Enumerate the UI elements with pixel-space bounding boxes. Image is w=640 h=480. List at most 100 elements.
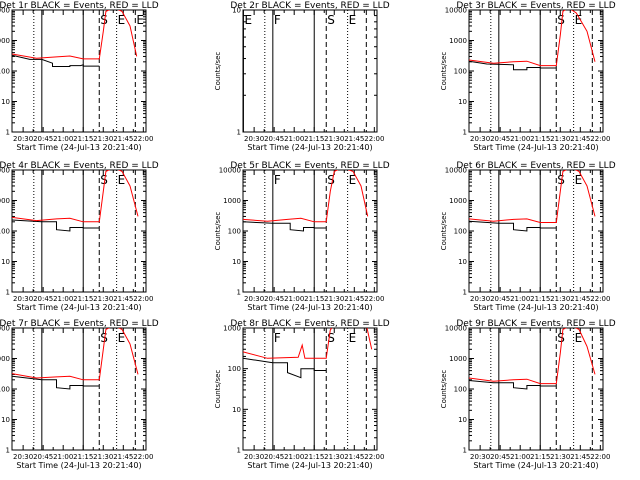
chart-title: Det 5r BLACK = Events, RED = LLD	[230, 161, 389, 171]
x-tick-label: 20:45	[33, 295, 53, 303]
x-tick-label: 21:45	[113, 295, 133, 303]
y-axis-title: Counts/sec	[214, 212, 222, 251]
plot-frame	[242, 169, 378, 293]
x-tick-label: 21:00	[284, 453, 304, 461]
x-tick-label: 20:30	[470, 453, 490, 461]
x-axis-title: Start Time (24-Jul-13 20:21:40)	[16, 461, 141, 470]
y-tick-label: 1000	[449, 197, 467, 205]
y-tick-label: 10	[232, 258, 241, 266]
x-tick-label: 22:00	[133, 135, 153, 143]
x-axis-title: Start Time (24-Jul-13 20:21:40)	[473, 303, 598, 312]
x-tick-label: 22:00	[133, 295, 153, 303]
x-tick-label: 21:30	[324, 295, 344, 303]
y-tick-label: 100	[454, 228, 467, 236]
plot-frame	[11, 169, 147, 293]
x-tick-label: 21:30	[324, 135, 344, 143]
marker-letter: S	[557, 331, 565, 345]
x-axis-title: Start Time (24-Jul-13 20:21:40)	[247, 303, 372, 312]
marker-letter: E	[349, 173, 357, 187]
series-line-lld	[469, 170, 596, 223]
y-tick-label: 1	[6, 129, 10, 137]
chart-panel-7: Det 7r BLACK = Events, RED = LLD 1 10 100 10…	[0, 319, 159, 470]
x-tick-label: 21:30	[550, 295, 570, 303]
marker-letter: F	[274, 331, 281, 345]
x-tick-label: 20:30	[13, 453, 33, 461]
series-line-lld	[243, 170, 369, 223]
x-axis-title: Start Time (24-Jul-13 20:21:40)	[473, 143, 598, 152]
y-tick-label: 1	[6, 447, 10, 455]
y-tick-label: 1000	[223, 325, 241, 333]
x-tick-label: 21:30	[550, 135, 570, 143]
chart-panel-9: Det 9r BLACK = Events, RED = LLD 1 10 100 10…	[440, 319, 616, 470]
y-tick-label: 1000	[449, 37, 467, 45]
y-tick-label: 1000	[223, 197, 241, 205]
x-tick-label: 21:30	[93, 135, 113, 143]
x-tick-label: 22:00	[364, 135, 384, 143]
series-line-lld	[12, 10, 138, 60]
y-tick-label: 1000	[449, 355, 467, 363]
x-tick-label: 21:45	[113, 135, 133, 143]
x-axis-title: Start Time (24-Jul-13 20:21:40)	[473, 461, 598, 470]
chart-panel-1: Det 1r BLACK = Events, RED = LLD 1 10 100 10…	[0, 1, 159, 152]
x-tick-label: 21:45	[570, 453, 590, 461]
marker-letter: S	[557, 173, 565, 187]
x-tick-label: 20:45	[33, 453, 53, 461]
plot-frame	[242, 327, 378, 451]
series-line-events	[469, 380, 557, 390]
series-line-events	[12, 54, 100, 67]
plot-frame	[468, 169, 604, 293]
y-tick-label: 10000	[445, 7, 467, 15]
chart-title: Det 7r BLACK = Events, RED = LLD	[0, 319, 159, 329]
y-tick-label: 10	[1, 416, 10, 424]
series-line-events	[469, 60, 557, 71]
marker-letter: E	[136, 13, 144, 27]
x-tick-label: 20:30	[13, 135, 33, 143]
y-tick-label: 10	[1, 98, 10, 106]
y-tick-label: 10000	[445, 325, 467, 333]
series-line-lld	[12, 328, 139, 381]
y-tick-label: 1	[237, 129, 241, 137]
x-tick-label: 20:45	[490, 295, 510, 303]
series-line-lld	[12, 170, 139, 223]
marker-letter: S	[327, 13, 335, 27]
x-tick-label: 21:45	[570, 295, 590, 303]
y-tick-label: 1	[463, 129, 467, 137]
x-axis-title: Start Time (24-Jul-13 20:21:40)	[16, 303, 141, 312]
x-tick-label: 21:45	[344, 135, 364, 143]
x-tick-label: 21:15	[73, 135, 93, 143]
marker-letter: F	[274, 13, 281, 27]
marker-letter: S	[557, 13, 565, 27]
x-tick-label: 21:30	[93, 453, 113, 461]
y-tick-label: 1000	[0, 37, 10, 45]
x-tick-label: 21:00	[284, 135, 304, 143]
chart-title: Det 8r BLACK = Events, RED = LLD	[230, 319, 389, 329]
series-line-lld	[469, 10, 596, 67]
x-tick-label: 21:45	[570, 135, 590, 143]
chart-panel-5: Det 5r BLACK = Events, RED = LLD 1 10 100 10…	[214, 161, 390, 312]
x-tick-label: 20:45	[490, 453, 510, 461]
marker-letter: S	[100, 331, 108, 345]
chart-panel-8: Det 8r BLACK = Events, RED = LLD 1 10 100 10…	[214, 319, 390, 470]
marker-letter: E	[575, 173, 583, 187]
x-tick-label: 22:00	[364, 295, 384, 303]
x-tick-label: 22:00	[133, 453, 153, 461]
plot-frame	[242, 9, 378, 133]
series-line-events	[243, 357, 327, 379]
x-tick-label: 21:15	[73, 453, 93, 461]
marker-letter: S	[100, 13, 108, 27]
marker-letter: S	[327, 173, 335, 187]
marker-letter: S	[100, 173, 108, 187]
x-tick-label: 21:15	[304, 295, 324, 303]
x-tick-label: 20:30	[470, 295, 490, 303]
y-axis-title: Counts/sec	[440, 52, 448, 91]
y-tick-label: 10	[232, 406, 241, 414]
chart-panel-3: Det 3r BLACK = Events, RED = LLD 1 10 100 10…	[440, 1, 616, 152]
x-tick-label: 21:15	[530, 135, 550, 143]
y-axis-title: Counts/sec	[440, 370, 448, 409]
x-tick-label: 21:45	[344, 453, 364, 461]
y-tick-label: 10000	[0, 7, 10, 15]
plot-frame	[11, 327, 147, 451]
marker-letter: E	[118, 173, 126, 187]
series-line-events	[243, 221, 327, 232]
